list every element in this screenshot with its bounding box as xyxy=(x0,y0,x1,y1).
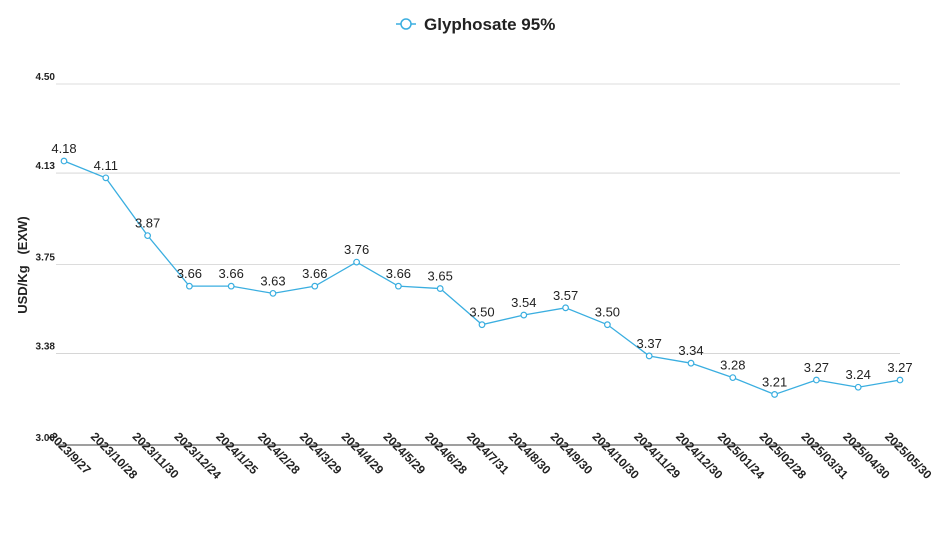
data-label: 3.50 xyxy=(469,305,494,320)
y-tick-label: 4.50 xyxy=(36,72,56,83)
y-axis-label: USD/Kg (EXW) xyxy=(15,216,30,314)
data-point xyxy=(436,285,444,292)
data-label: 3.57 xyxy=(553,288,578,303)
series-glyphosate: 4.18 4.11 3.87 3.66 3.66 3.63 3.66 3.76 3.66 3.65… xyxy=(51,141,913,398)
data-point xyxy=(896,376,904,384)
legend: Glyphosate 95% xyxy=(396,15,555,34)
data-label: 3.66 xyxy=(386,266,411,281)
y-tick-label: 4.13 xyxy=(36,161,56,172)
x-axis-ticks: 2023/9/272023/10/282023/11/302023/12/242… xyxy=(46,429,935,482)
x-tick-label: 2024/3/29 xyxy=(297,429,345,477)
legend-label: Glyphosate 95% xyxy=(424,15,555,34)
gridlines xyxy=(56,83,900,446)
data-label: 3.21 xyxy=(762,374,787,389)
data-label: 3.76 xyxy=(344,242,369,257)
data-label: 3.65 xyxy=(428,269,453,284)
data-label: 3.28 xyxy=(720,358,745,373)
y-tick-label: 3.38 xyxy=(36,342,56,353)
x-tick-label: 2024/6/28 xyxy=(422,429,470,477)
data-label: 3.66 xyxy=(302,266,327,281)
data-point xyxy=(60,157,68,165)
data-label: 3.66 xyxy=(177,266,202,281)
x-tick-label: 2024/2/28 xyxy=(255,429,303,477)
x-tick-label: 2024/7/31 xyxy=(464,429,512,477)
data-point xyxy=(645,352,653,360)
data-point xyxy=(562,304,569,312)
data-label: 3.37 xyxy=(637,336,662,351)
data-point xyxy=(520,311,528,319)
data-point xyxy=(353,258,361,266)
data-point xyxy=(854,383,862,391)
data-point xyxy=(227,282,235,290)
data-point xyxy=(813,376,820,384)
x-tick-label: 2023/9/27 xyxy=(46,429,94,477)
data-label: 3.24 xyxy=(846,367,871,382)
data-point xyxy=(185,282,193,290)
y-tick-label: 3.00 xyxy=(36,433,56,444)
data-point xyxy=(269,289,277,297)
data-point xyxy=(144,232,152,240)
data-label: 4.11 xyxy=(94,158,118,173)
y-tick-label: 3.75 xyxy=(36,253,56,264)
x-tick-label: 2024/4/29 xyxy=(339,429,387,477)
data-point xyxy=(604,321,611,329)
data-label: 3.34 xyxy=(678,343,703,358)
data-label: 3.87 xyxy=(135,216,160,231)
y-axis-ticks: 3.00 3.38 3.75 4.13 4.50 xyxy=(36,72,56,444)
data-label: 3.50 xyxy=(595,305,620,320)
data-label: 3.66 xyxy=(219,266,244,281)
data-label: 3.63 xyxy=(260,273,285,288)
x-tick-label: 2024/8/30 xyxy=(506,429,554,477)
data-label: 4.18 xyxy=(51,141,76,156)
data-point xyxy=(771,391,778,398)
data-label: 3.27 xyxy=(887,360,912,375)
data-point xyxy=(478,321,486,329)
data-point xyxy=(311,282,319,290)
x-tick-label: 2024/5/29 xyxy=(380,429,428,477)
data-label: 3.27 xyxy=(804,360,829,375)
data-point xyxy=(729,374,737,382)
legend-marker-swatch xyxy=(400,18,412,30)
data-label: 3.54 xyxy=(511,295,536,310)
x-tick-label: 2024/9/30 xyxy=(548,429,596,477)
data-point xyxy=(687,359,695,367)
data-point xyxy=(395,282,402,290)
data-point xyxy=(102,174,110,182)
